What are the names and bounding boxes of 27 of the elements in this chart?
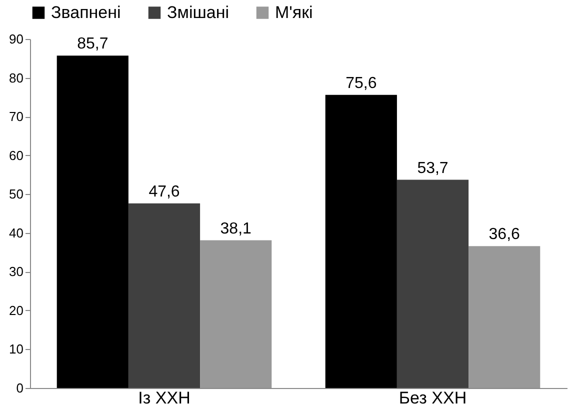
y-tick-label: 50 xyxy=(9,186,24,202)
data-label: 85,7 xyxy=(77,36,108,53)
y-tick-label: 10 xyxy=(9,342,24,357)
data-label: 38,1 xyxy=(220,220,252,238)
y-tick-label: 0 xyxy=(16,380,24,396)
data-label: 47,6 xyxy=(148,183,180,200)
bar xyxy=(56,56,128,388)
data-label: 36,6 xyxy=(488,226,520,244)
x-tick-label: Без ХХН xyxy=(398,388,467,408)
legend-label: М'які xyxy=(275,2,313,22)
data-label: 53,7 xyxy=(417,160,448,177)
y-tick-label: 30 xyxy=(9,264,24,280)
x-tick-label: Із ХХН xyxy=(138,388,190,408)
data-label: 75,6 xyxy=(346,74,377,92)
legend-label: Звапнені xyxy=(51,2,121,22)
bar xyxy=(128,203,200,388)
bar xyxy=(325,94,397,388)
bar xyxy=(468,246,540,388)
bar xyxy=(396,180,469,388)
y-tick-label: 40 xyxy=(9,225,24,240)
legend-label: Змішані xyxy=(167,2,229,22)
y-tick-label: 80 xyxy=(9,70,24,86)
y-tick-label: 20 xyxy=(9,302,24,318)
y-tick-label: 90 xyxy=(9,32,24,46)
bar xyxy=(200,240,272,388)
y-tick-label: 60 xyxy=(9,148,24,163)
y-tick-label: 70 xyxy=(9,109,24,124)
